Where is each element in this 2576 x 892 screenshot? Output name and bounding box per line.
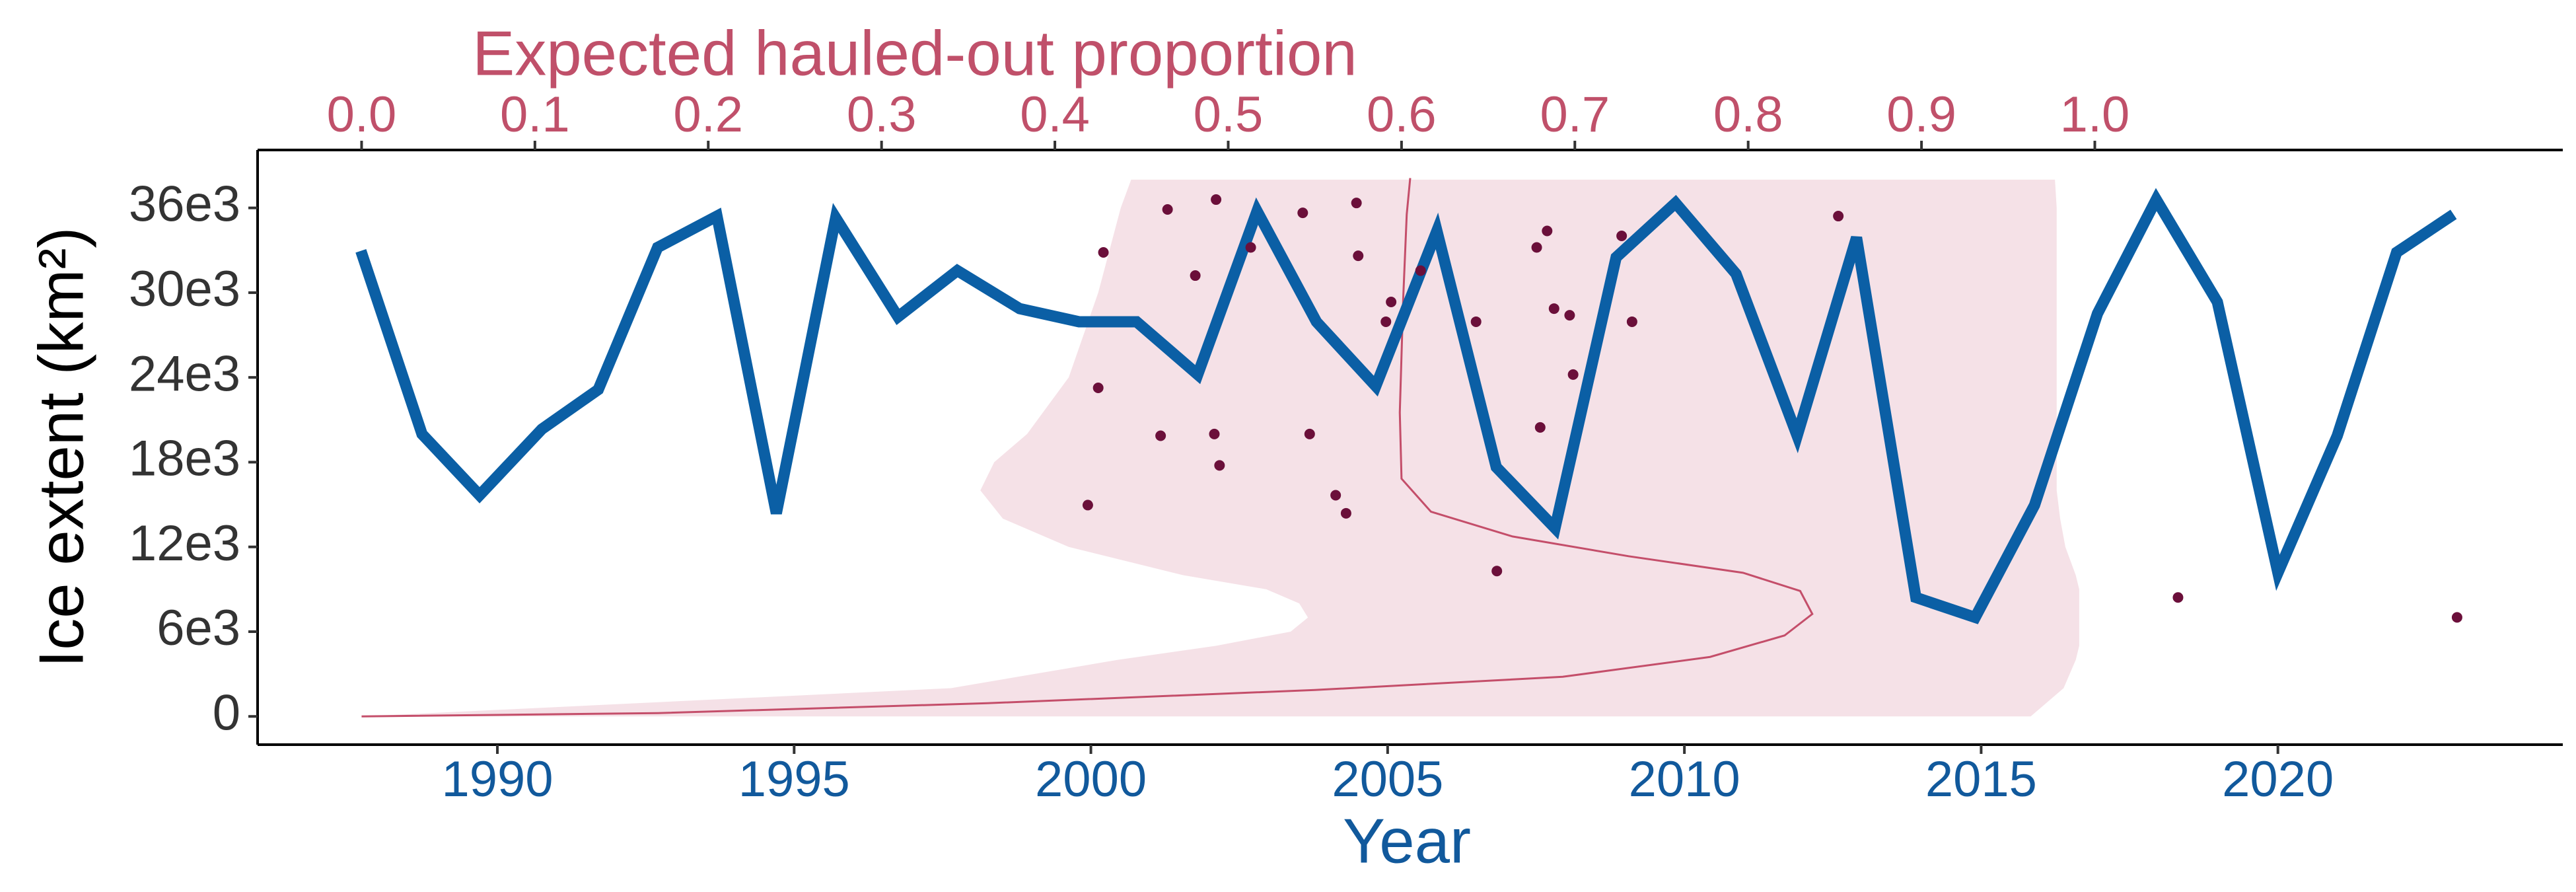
point: [1098, 246, 1109, 258]
point: [1386, 297, 1397, 308]
point: [1214, 460, 1225, 471]
point: [1380, 316, 1392, 327]
line: [361, 178, 1814, 718]
point: [1833, 211, 1844, 222]
x2-tick-label: 0.6: [1367, 87, 1437, 143]
point: [1190, 270, 1201, 281]
y-tick-label: 18e3: [129, 431, 240, 487]
x2-tick-label: 0.7: [1540, 87, 1610, 143]
confidence-band: [361, 179, 2079, 717]
point: [1534, 422, 1546, 433]
point: [1092, 383, 1104, 393]
point: [2172, 592, 2184, 603]
point: [1415, 265, 1426, 276]
point: [1082, 500, 1093, 511]
x-axis-title: Year: [1343, 805, 1471, 876]
point: [1548, 303, 1559, 315]
x-tick-label: 1995: [738, 751, 850, 807]
point: [1211, 194, 1222, 205]
point: [1353, 250, 1364, 262]
x2-tick-label: 0.0: [327, 87, 397, 143]
point: [1564, 310, 1575, 321]
x2-tick-label: 0.3: [847, 87, 917, 143]
point: [1616, 230, 1628, 241]
x2-tick-label: 0.4: [1020, 87, 1090, 143]
x2-tick-label: 1.0: [2060, 87, 2130, 143]
x-tick-label: 2020: [2222, 751, 2334, 807]
point: [1209, 428, 1220, 439]
x2-tick-label: 0.1: [500, 87, 570, 143]
point: [1340, 507, 1351, 519]
point: [1470, 316, 1482, 327]
x2-tick-label: 0.8: [1713, 87, 1783, 143]
y-tick-label: 12e3: [129, 515, 240, 572]
point: [2451, 612, 2462, 623]
x-tick-label: 2005: [1332, 751, 1443, 807]
point: [1626, 316, 1637, 327]
point: [1567, 369, 1579, 380]
point: [1297, 207, 1308, 219]
point: [1155, 430, 1166, 441]
point: [1304, 428, 1315, 439]
y-tick-label: 30e3: [129, 261, 240, 317]
y-tick-label: 0: [213, 685, 240, 741]
point: [1351, 198, 1362, 209]
x-tick-label: 1990: [441, 751, 553, 807]
y-tick-label: 36e3: [129, 176, 240, 233]
x2-tick-label: 0.5: [1194, 87, 1264, 143]
x-tick-label: 2000: [1035, 751, 1147, 807]
point: [1542, 225, 1553, 237]
point: [1491, 566, 1503, 577]
point: [1531, 242, 1542, 253]
y-axis-title: Ice extent (km²): [26, 227, 96, 668]
y-tick-label: 24e3: [129, 346, 240, 402]
point: [1330, 490, 1342, 501]
x-tick-label: 2015: [1925, 751, 2037, 807]
point: [1162, 204, 1173, 215]
line: [355, 188, 2457, 624]
point: [1245, 242, 1256, 253]
x-tick-label: 2010: [1629, 751, 1740, 807]
x2-axis-title: Expected hauled-out proportion: [472, 18, 1357, 89]
x2-tick-label: 0.2: [673, 87, 743, 143]
y-tick-label: 6e3: [157, 600, 240, 656]
x2-tick-label: 0.9: [1886, 87, 1956, 143]
